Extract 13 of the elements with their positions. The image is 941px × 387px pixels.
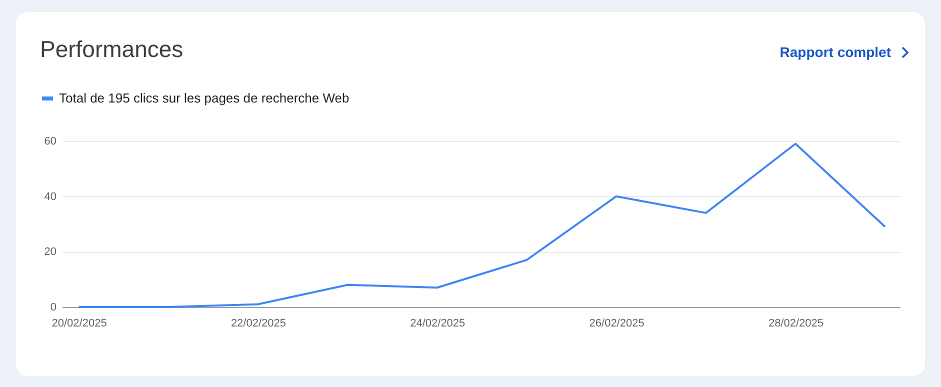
y-tick-label: 20: [44, 246, 56, 258]
x-tick-label: 22/02/2025: [230, 318, 286, 330]
chart-title: Performances: [40, 36, 184, 63]
line-series: [78, 142, 886, 308]
x-tick-label: 28/02/2025: [768, 318, 824, 330]
legend-label: Total de 195 clics sur les pages de recherche Web: [59, 90, 350, 106]
x-tick-label: 24/02/2025: [410, 318, 466, 330]
y-tick-label: 0: [50, 302, 56, 314]
text: Rapport complet: [780, 44, 891, 60]
y-tick-label: 60: [44, 136, 56, 148]
x-tick-label: 26/02/2025: [589, 318, 644, 330]
y-tick-label: 40: [44, 190, 56, 203]
x-tick-label: 20/02/2025: [52, 318, 107, 330]
